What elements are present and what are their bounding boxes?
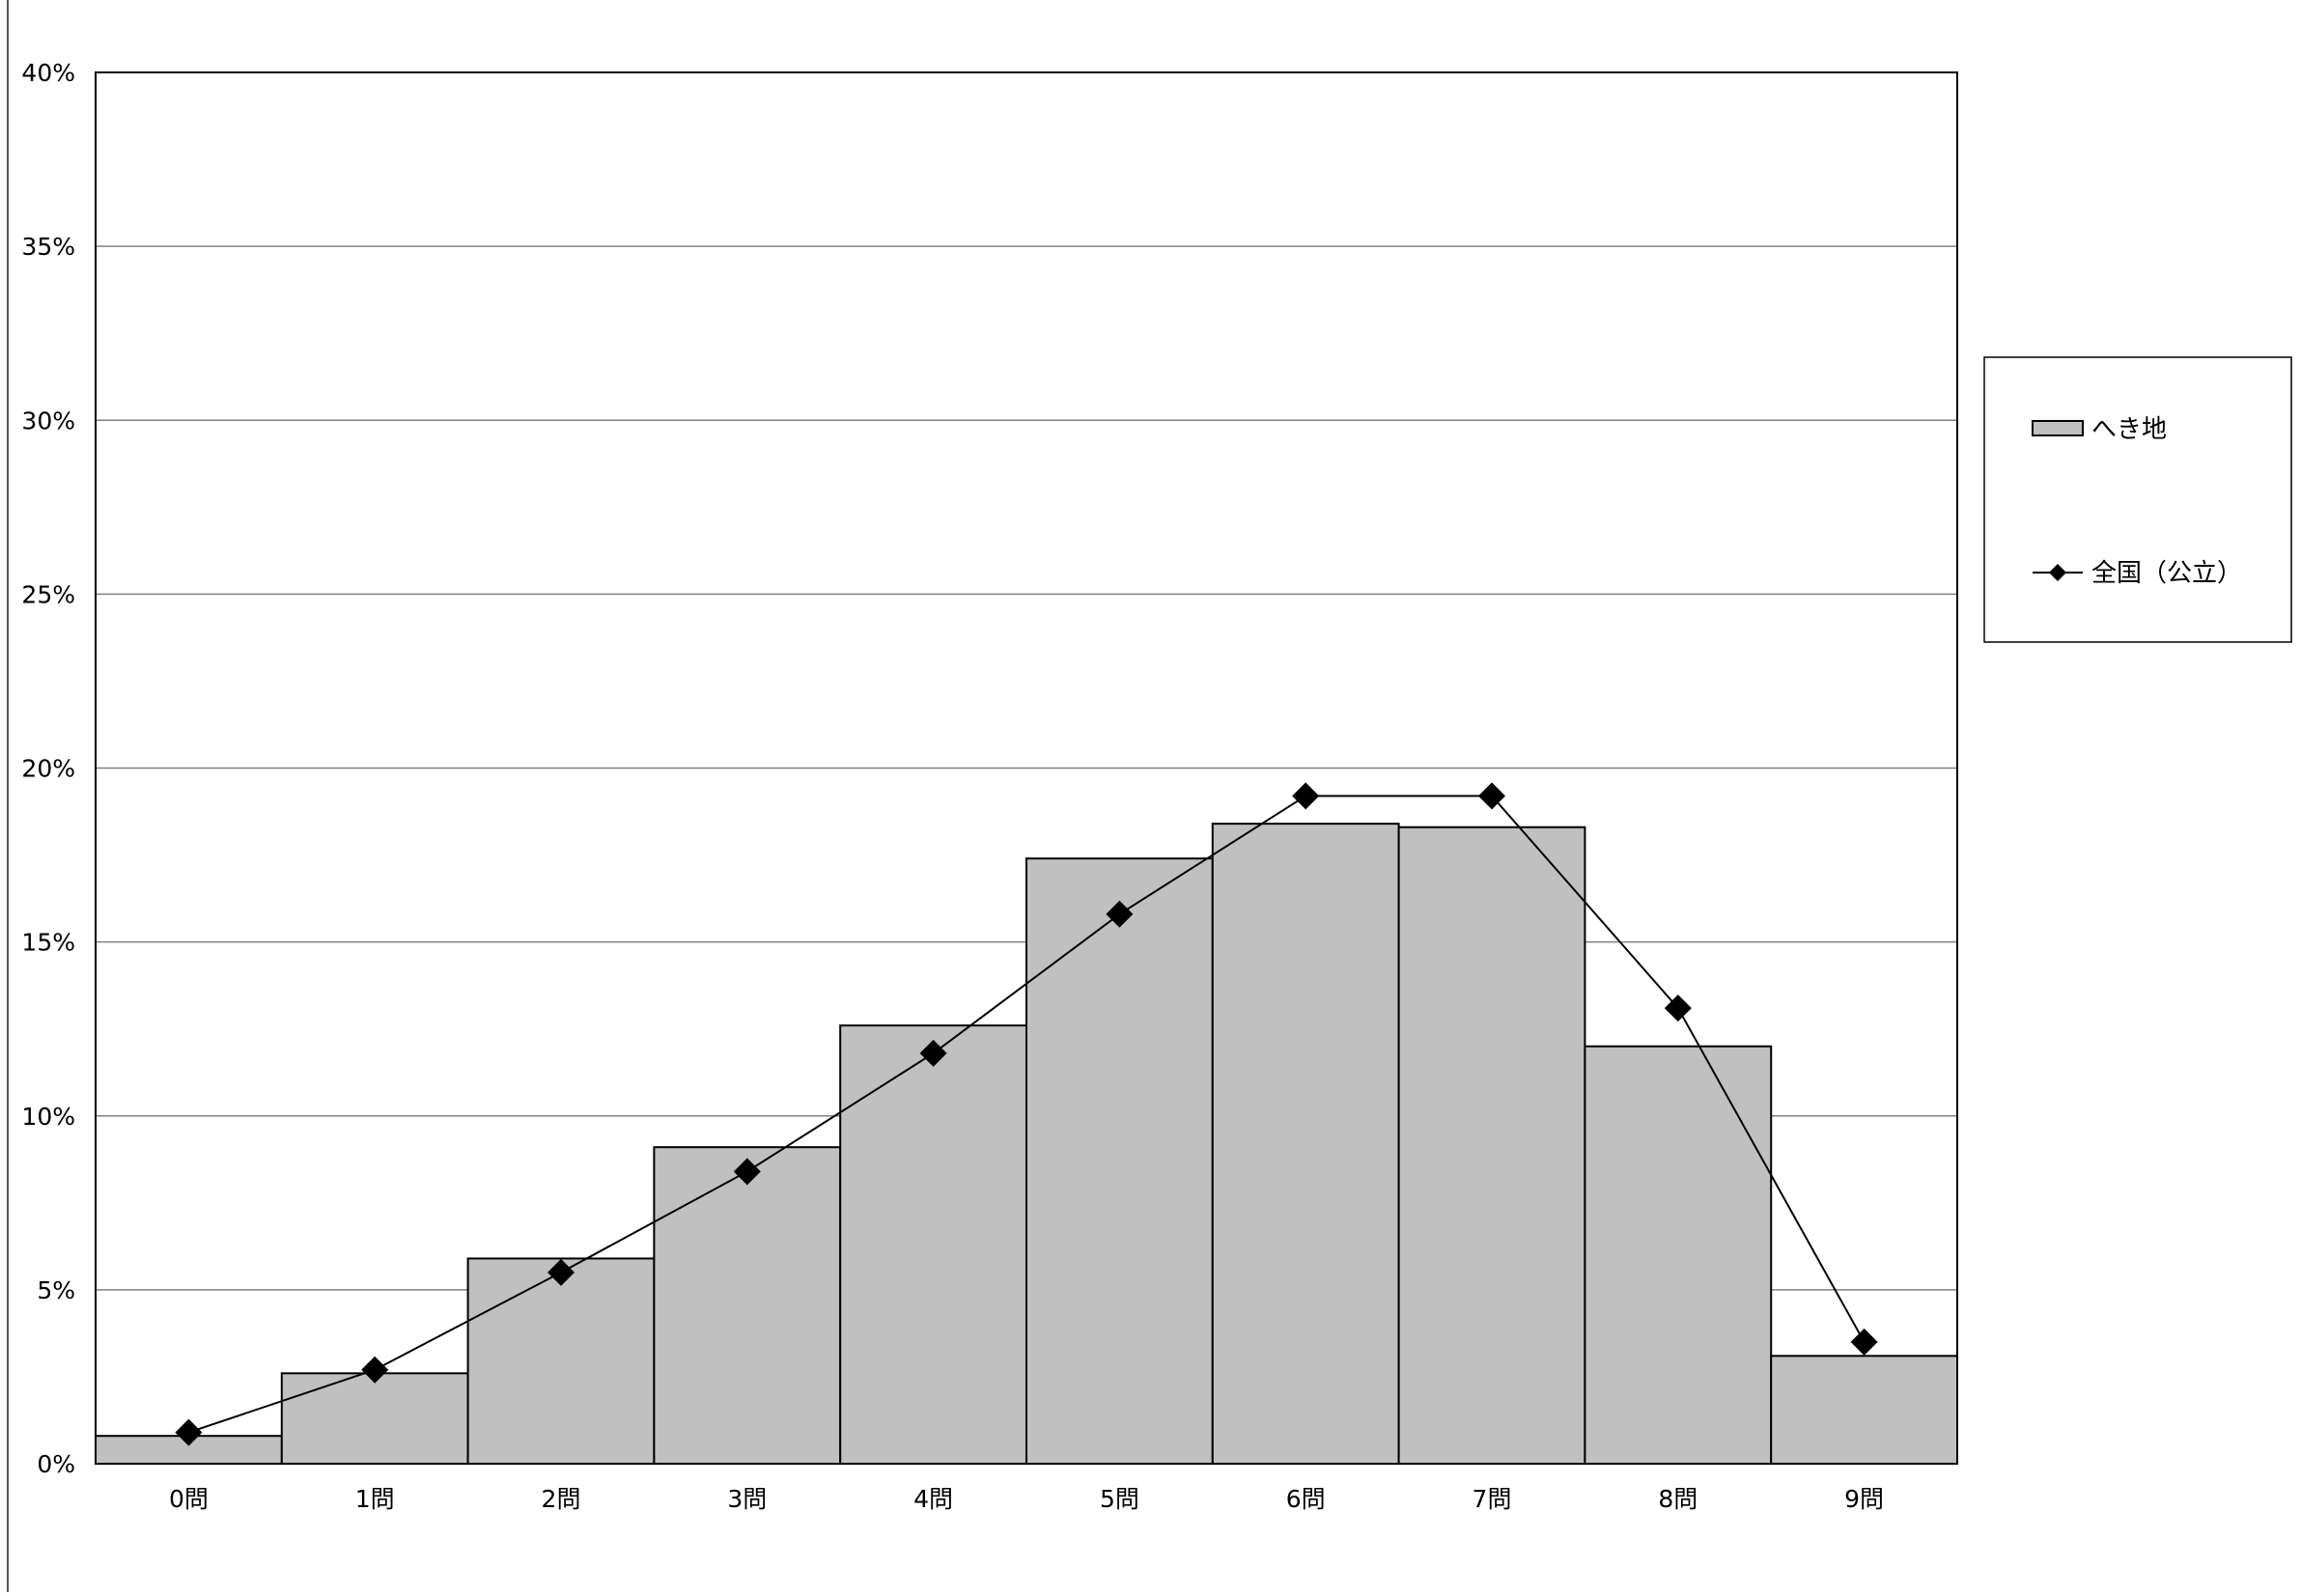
legend-label-bar: へき地 [2091, 415, 2167, 444]
y-tick-label: 30% [21, 406, 75, 434]
y-tick-label: 40% [21, 59, 75, 87]
line-point-2 [547, 1258, 575, 1286]
bar-3 [653, 1146, 842, 1465]
bar-6 [1211, 823, 1400, 1465]
y-tick-label: 0% [37, 1450, 75, 1478]
plot-frame [95, 71, 1958, 1465]
bar-2 [466, 1257, 656, 1466]
x-tick-label: 4問 [913, 1485, 953, 1513]
legend-diamond-marker [2049, 564, 2066, 581]
line-series [175, 782, 1878, 1446]
line-point-0 [175, 1418, 203, 1446]
line-point-5 [1106, 900, 1134, 928]
x-tick-label: 0問 [169, 1485, 209, 1513]
y-tick-label: 5% [37, 1276, 75, 1304]
x-tick-label: 6問 [1286, 1485, 1326, 1513]
line-point-1 [361, 1356, 389, 1384]
y-tick-label: 35% [21, 233, 75, 261]
y-tick-label: 25% [21, 580, 75, 608]
bar-7 [1397, 826, 1586, 1465]
bar-8 [1584, 1045, 1773, 1465]
legend-label-line: 全国（公立） [2091, 559, 2242, 588]
bar-series [95, 823, 1958, 1466]
bar-9 [1770, 1355, 1958, 1466]
bar-1 [280, 1372, 469, 1465]
line-point-8 [1664, 994, 1692, 1022]
x-tick-label: 5問 [1100, 1485, 1139, 1513]
line-point-6 [1292, 782, 1320, 810]
line-point-3 [733, 1158, 761, 1186]
page-edge-rule [7, 0, 9, 1592]
x-axis-ticks: 0問 1問 2問 3問 4問 5問 6問 7問 8問 9問 [169, 1485, 1884, 1513]
line-point-7 [1478, 782, 1505, 810]
bar-5 [1025, 857, 1214, 1465]
y-tick-label: 10% [21, 1103, 75, 1131]
x-tick-label: 3問 [727, 1485, 767, 1513]
x-tick-label: 9問 [1844, 1485, 1884, 1513]
bar-4 [839, 1024, 1028, 1465]
y-tick-label: 20% [21, 755, 75, 783]
y-axis-ticks: 0% 5% 10% 15% 20% 25% 30% 35% 40% [21, 59, 75, 1478]
line-path [188, 795, 1866, 1434]
x-tick-label: 1問 [355, 1485, 395, 1513]
x-tick-label: 8問 [1658, 1485, 1698, 1513]
legend-box [1983, 356, 2292, 643]
x-tick-label: 2問 [542, 1485, 581, 1513]
legend-bar-swatch [2032, 420, 2084, 436]
line-point-4 [919, 1039, 947, 1067]
x-tick-label: 7問 [1473, 1485, 1512, 1513]
plot-border [95, 71, 1958, 1465]
line-point-9 [1850, 1328, 1878, 1356]
y-tick-label: 15% [21, 929, 75, 957]
